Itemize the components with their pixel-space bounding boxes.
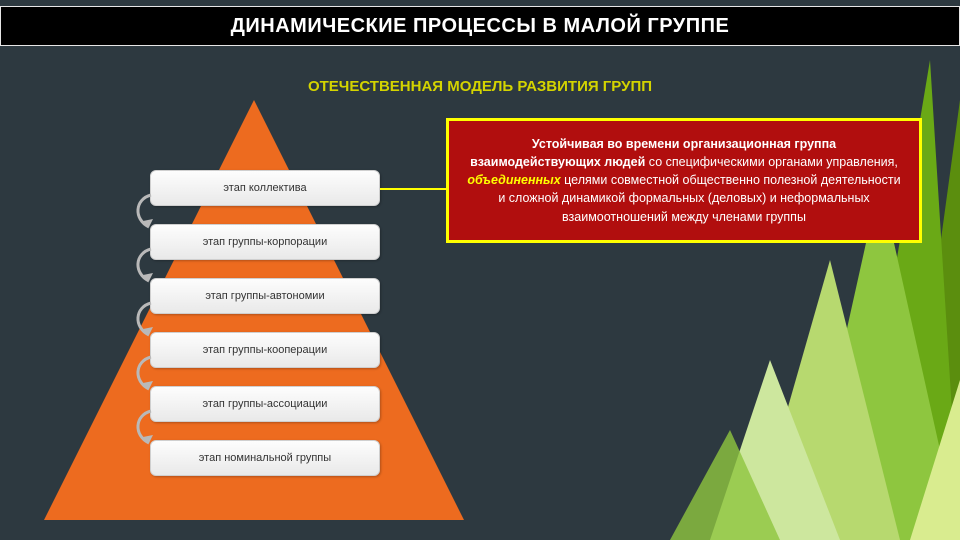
- stage-pill: этап номинальной группы: [150, 440, 380, 476]
- callout-line: [380, 188, 450, 190]
- stages-container: этап коллектива этап группы-корпорации э…: [150, 170, 380, 494]
- stage-label: этап номинальной группы: [195, 452, 335, 464]
- stage-pill: этап группы-ассоциации: [150, 386, 380, 422]
- stage-pill: этап группы-автономии: [150, 278, 380, 314]
- definition-part2: со специфическими органами управления,: [645, 155, 898, 169]
- definition-box: Устойчивая во времени организационная гр…: [446, 118, 922, 243]
- stage-pill: этап группы-корпорации: [150, 224, 380, 260]
- stage-pill: этап группы-кооперации: [150, 332, 380, 368]
- page-title: ДИНАМИЧЕСКИЕ ПРОЦЕССЫ В МАЛОЙ ГРУППЕ: [231, 15, 730, 38]
- stage-pill: этап коллектива: [150, 170, 380, 206]
- stage-label: этап коллектива: [219, 182, 310, 194]
- stage-label: этап группы-корпорации: [199, 236, 331, 248]
- stage-label: этап группы-кооперации: [199, 344, 331, 356]
- title-bar: ДИНАМИЧЕСКИЕ ПРОЦЕССЫ В МАЛОЙ ГРУППЕ: [0, 6, 960, 46]
- stage-label: этап группы-автономии: [201, 290, 328, 302]
- stage-label: этап группы-ассоциации: [199, 398, 332, 410]
- definition-text: Устойчивая во времени организационная гр…: [465, 135, 903, 226]
- subtitle: ОТЕЧЕСТВЕННАЯ МОДЕЛЬ РАЗВИТИЯ ГРУПП: [0, 78, 960, 95]
- definition-italic: объединенных: [467, 173, 560, 187]
- slide-root: ДИНАМИЧЕСКИЕ ПРОЦЕССЫ В МАЛОЙ ГРУППЕ ОТЕ…: [0, 0, 960, 540]
